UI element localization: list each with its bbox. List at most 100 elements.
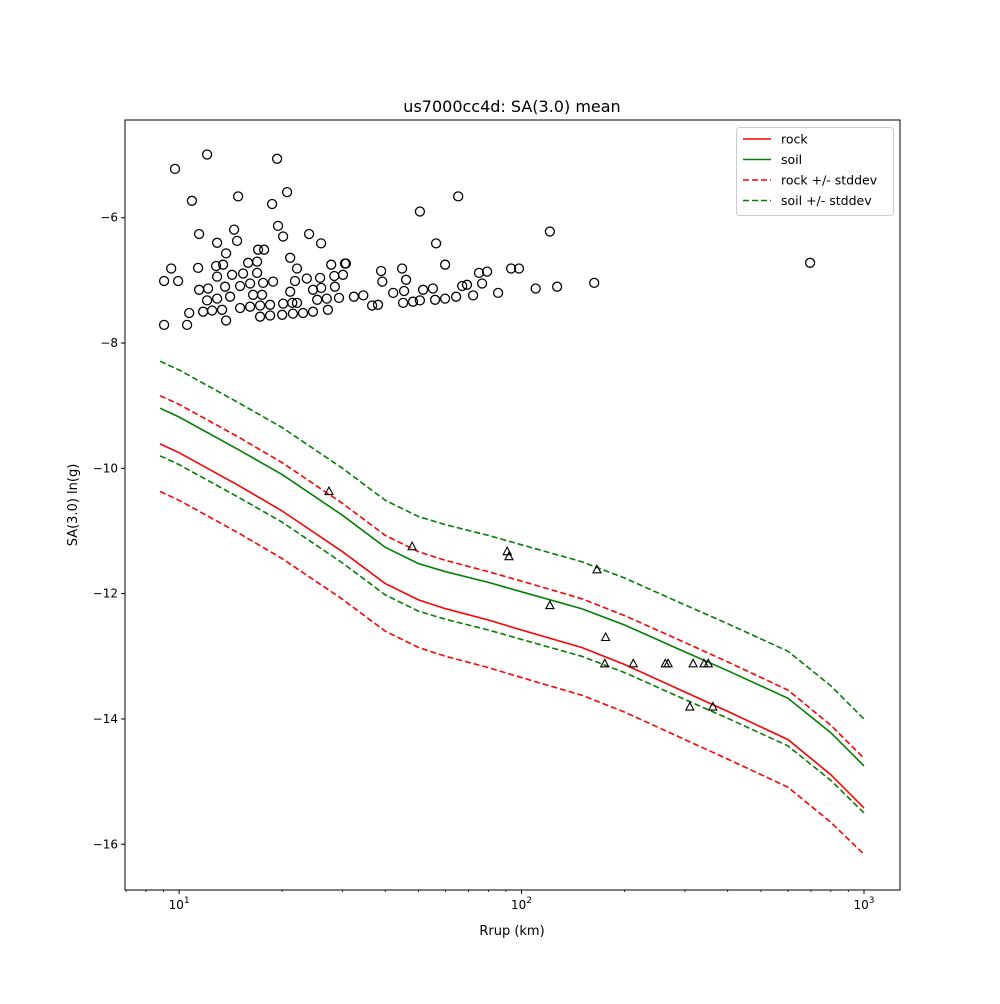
x-tick-exponent: 1 [184, 896, 190, 906]
data-point-circle [461, 279, 473, 290]
data-point-triangle [707, 701, 718, 711]
data-point-circle [315, 238, 327, 249]
data-point-circle [258, 244, 270, 255]
y-tick-label: −10 [93, 461, 118, 475]
data-point-circle [307, 306, 319, 317]
data-point-circle [202, 283, 214, 294]
data-point-triangle [544, 599, 555, 610]
data-point-circle [301, 273, 312, 284]
data-point-circle [467, 290, 479, 301]
data-point-triangle [684, 701, 695, 711]
data-point-circle [266, 198, 278, 210]
data-point-circle [193, 228, 205, 240]
series-line-soil [159, 407, 865, 767]
data-point-circle [388, 287, 399, 299]
data-point-circle [234, 302, 246, 314]
data-point-circle [530, 283, 541, 294]
data-point-circle [358, 290, 369, 301]
data-point-circle [326, 259, 337, 270]
data-point-triangle [324, 485, 334, 496]
data-point-circle [264, 299, 276, 310]
y-tick-label: −8 [100, 336, 118, 350]
data-point-circle [439, 293, 451, 304]
data-point-circle [158, 275, 170, 287]
data-point-circle [513, 263, 525, 274]
data-point-circle [398, 285, 410, 297]
data-point-circle [211, 237, 223, 248]
y-tick-label: −12 [93, 587, 118, 601]
data-point-circle [169, 163, 181, 175]
x-tick-base: 10 [169, 898, 184, 912]
data-point-circle [407, 296, 419, 307]
data-point-circle [271, 153, 283, 164]
data-point-circle [244, 278, 256, 289]
x-tick-exponent: 2 [526, 896, 532, 906]
y-tick-label: −16 [93, 837, 118, 851]
data-point-circle [224, 291, 236, 302]
x-tick-label: 103 [853, 896, 874, 912]
chart-title: us7000cc4d: SA(3.0) mean [403, 97, 620, 116]
data-point-circle [184, 307, 195, 319]
data-point-circle [237, 268, 249, 279]
legend-label: soil [781, 152, 802, 167]
data-point-circle [417, 284, 429, 295]
data-point-circle [211, 293, 223, 304]
data-point-circle [216, 304, 228, 315]
data-point-circle [252, 244, 264, 255]
data-point-circle [589, 277, 600, 289]
series-line-rock [159, 443, 865, 809]
y-tick-label: −6 [100, 211, 118, 225]
data-point-circle [277, 298, 289, 309]
data-point-circle [219, 281, 231, 292]
data-point-circle [551, 281, 563, 292]
legend-label: soil +/- stddev [781, 193, 872, 208]
data-point-circle [272, 220, 284, 232]
x-tick-base: 10 [511, 898, 526, 912]
data-point-circle [285, 252, 296, 263]
data-point-circle [267, 276, 279, 287]
data-point-circle [291, 297, 303, 309]
data-point-circle [201, 295, 213, 306]
data-point-triangle [407, 540, 417, 551]
data-point-circle [400, 274, 412, 285]
data-point-circle [201, 149, 213, 160]
x-axis: 101 102 103 [125, 890, 874, 912]
data-point-circle [251, 256, 263, 267]
data-point-circle [473, 267, 485, 279]
x-tick-label: 101 [169, 896, 190, 912]
data-point-circle [210, 260, 222, 272]
data-point-circle [544, 226, 556, 237]
axes-frame [124, 119, 901, 891]
data-point-circle [291, 263, 303, 274]
x-tick-exponent: 3 [869, 896, 875, 906]
data-point-circle [181, 319, 193, 331]
data-point-circle [228, 224, 240, 235]
data-point-circle [321, 293, 332, 304]
data-point-circle [481, 266, 493, 277]
data-point-circle [439, 259, 451, 270]
data-point-triangle [592, 564, 602, 574]
data-point-circle [414, 206, 426, 217]
data-point-circle [231, 235, 243, 247]
data-point-circle [337, 269, 349, 280]
y-axis: −6 −8 −10 −12 −14 −16 [93, 211, 125, 851]
data-point-circle [366, 300, 378, 311]
data-point-circle [234, 280, 246, 292]
series-line-soil-stddev [159, 360, 865, 720]
data-point-circle [375, 265, 387, 277]
data-point-circle [158, 319, 170, 331]
data-point-circle [254, 300, 266, 311]
data-point-circle [244, 301, 256, 312]
legend-label: rock [781, 132, 808, 147]
data-point-circle [264, 310, 276, 321]
data-point-circle [322, 304, 334, 315]
data-point-circle [217, 259, 229, 270]
data-point-circle [226, 269, 238, 280]
x-tick-label: 102 [511, 896, 532, 912]
data-point-circle [257, 277, 269, 289]
series-line-rock-stddev [159, 394, 865, 759]
data-point-circle [277, 231, 289, 242]
data-point-circle [277, 309, 288, 320]
data-point-circle [289, 275, 301, 287]
